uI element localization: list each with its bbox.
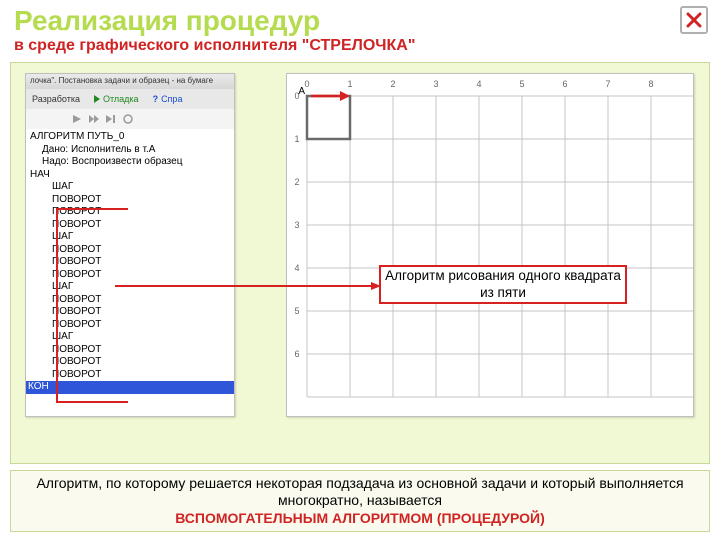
svg-text:0: 0: [304, 79, 309, 89]
play-icon: [94, 95, 100, 103]
toolbar-icons: [26, 109, 234, 129]
page-title: Реализация процедур: [14, 6, 708, 35]
svg-text:2: 2: [294, 177, 299, 187]
code-line: ШАГ: [30, 331, 230, 344]
code-line: ПОВОРОТ: [30, 269, 230, 282]
code-line: Дано: Исполнитель в т.А: [30, 144, 230, 157]
tab-help-label: Спра: [161, 94, 182, 104]
code-line: НАЧ: [30, 169, 230, 182]
definition-text: Алгоритм, по которому решается некоторая…: [27, 475, 693, 510]
tab-dev[interactable]: Разработка: [32, 94, 80, 104]
svg-text:1: 1: [347, 79, 352, 89]
svg-text:4: 4: [294, 263, 299, 273]
help-icon: ?: [153, 94, 159, 104]
code-body: АЛГОРИТМ ПУТЬ_0Дано: Исполнитель в т.АНа…: [26, 129, 234, 404]
grid-svg: 0123456780123456A: [287, 74, 694, 417]
code-line: ПОВОРОТ: [30, 244, 230, 257]
code-line: АЛГОРИТМ ПУТЬ_0: [30, 131, 230, 144]
skip-icon[interactable]: [106, 114, 116, 124]
code-line: ПОВОРОТ: [30, 219, 230, 232]
code-line-end: КОН: [26, 381, 234, 394]
code-line: ПОВОРОТ: [30, 344, 230, 357]
grid-canvas: 0123456780123456A: [286, 73, 694, 417]
svg-text:3: 3: [294, 220, 299, 230]
code-line: ПОВОРОТ: [30, 306, 230, 319]
tab-debug[interactable]: Отладка: [94, 94, 139, 104]
definition-emphasis: ВСПОМОГАТЕЛЬНЫМ АЛГОРИТМОМ (ПРОЦЕДУРОЙ): [175, 510, 545, 528]
svg-text:8: 8: [648, 79, 653, 89]
tab-debug-label: Отладка: [103, 94, 139, 104]
code-line: ШАГ: [30, 231, 230, 244]
close-icon: [685, 11, 703, 29]
code-line: ПОВОРОТ: [30, 194, 230, 207]
fast-forward-icon[interactable]: [89, 114, 99, 124]
svg-text:4: 4: [476, 79, 481, 89]
close-button[interactable]: [680, 6, 708, 34]
code-line: ПОВОРОТ: [30, 319, 230, 332]
code-editor: лочка". Постановка задачи и образец - на…: [25, 73, 235, 417]
editor-title-bar: лочка". Постановка задачи и образец - на…: [26, 74, 234, 89]
svg-text:1: 1: [294, 134, 299, 144]
code-line: ПОВОРОТ: [30, 369, 230, 382]
svg-text:6: 6: [294, 349, 299, 359]
svg-text:2: 2: [390, 79, 395, 89]
code-line: Надо: Воспроизвести образец: [30, 156, 230, 169]
svg-text:3: 3: [433, 79, 438, 89]
svg-text:7: 7: [605, 79, 610, 89]
code-line: ПОВОРОТ: [30, 356, 230, 369]
tab-help[interactable]: ? Спра: [153, 94, 183, 104]
code-line: ПОВОРОТ: [30, 294, 230, 307]
code-line: ШАГ: [30, 281, 230, 294]
definition-box: Алгоритм, по которому решается некоторая…: [10, 470, 710, 532]
svg-text:A: A: [298, 86, 305, 97]
svg-text:5: 5: [294, 306, 299, 316]
annotation-box: Алгоритм рисования одного квадрата из пя…: [379, 265, 627, 304]
svg-text:5: 5: [519, 79, 524, 89]
page-subtitle: в среде графического исполнителя "СТРЕЛО…: [14, 37, 708, 55]
svg-text:6: 6: [562, 79, 567, 89]
play-icon[interactable]: [72, 114, 82, 124]
code-line: ШАГ: [30, 181, 230, 194]
record-icon[interactable]: [123, 114, 133, 124]
editor-tabs: Разработка Отладка ? Спра: [26, 89, 234, 109]
content-panel: лочка". Постановка задачи и образец - на…: [10, 62, 710, 464]
code-line: ПОВОРОТ: [30, 206, 230, 219]
code-line: ПОВОРОТ: [30, 256, 230, 269]
